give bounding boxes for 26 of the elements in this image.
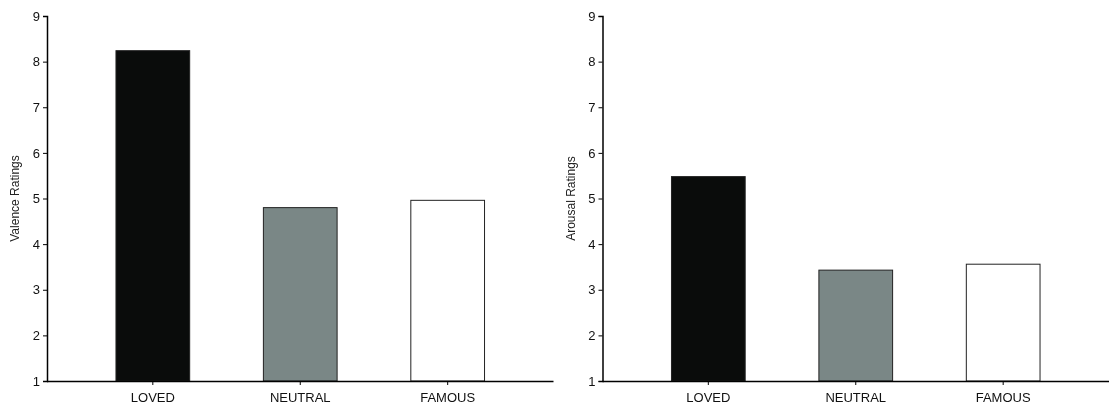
y-tick-label: 7 [32, 99, 40, 115]
y-tick-label: 9 [588, 8, 596, 24]
y-tick-label: 5 [588, 191, 596, 207]
y-tick-label: 2 [32, 328, 40, 344]
x-tick-label: NEUTRAL [825, 390, 887, 406]
y-tick-label: 3 [32, 282, 40, 298]
x-tick-label: FAMOUS [420, 390, 476, 406]
y-tick-label: 5 [32, 191, 40, 207]
y-tick-label: 4 [588, 236, 596, 252]
y-tick-label: 8 [32, 54, 40, 70]
x-tick-label: NEUTRAL [269, 390, 331, 406]
x-tick-label: LOVED [130, 390, 175, 406]
y-tick-label: 1 [32, 373, 40, 389]
x-tick-label: FAMOUS [975, 390, 1031, 406]
y-tick-label: 6 [588, 145, 596, 161]
y-tick-label: 3 [588, 282, 596, 298]
y-tick-label: 1 [588, 373, 596, 389]
y-tick-label: 9 [32, 8, 40, 24]
y-axis-title: Arousal Ratings [563, 156, 578, 241]
y-tick-label: 4 [32, 236, 40, 252]
y-tick-label: 8 [588, 54, 596, 70]
y-tick-label: 2 [588, 328, 596, 344]
y-tick-label: 7 [588, 99, 596, 115]
y-axis-title: Valence Ratings [8, 155, 22, 242]
x-tick-label: LOVED [686, 390, 731, 406]
y-tick-label: 6 [32, 145, 40, 161]
